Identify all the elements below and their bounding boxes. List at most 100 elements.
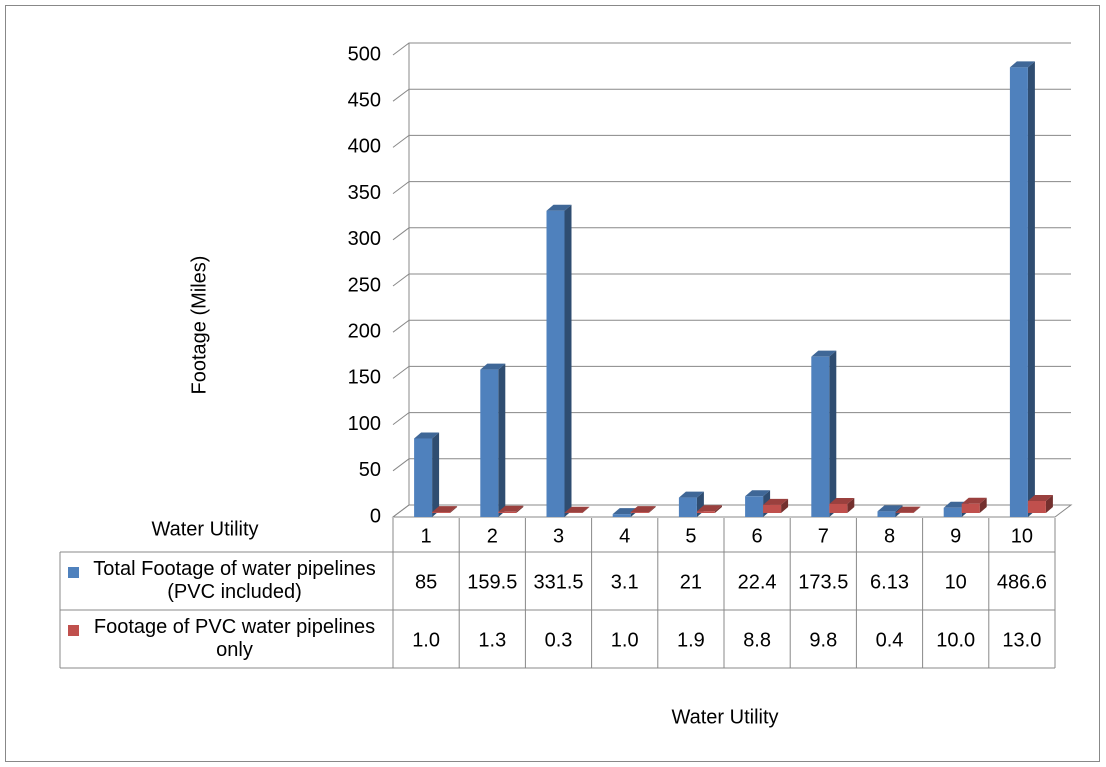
bar-side (781, 498, 789, 513)
y-tick-label: 200 (348, 320, 381, 342)
grid-line (392, 458, 1071, 472)
table-value: 21 (680, 571, 702, 593)
y-tick-label: 400 (348, 136, 381, 158)
bar-front (498, 511, 517, 513)
bar (1009, 61, 1035, 518)
bar-side (1045, 494, 1053, 513)
table-value: 10 (945, 571, 967, 593)
table-value: 1.9 (677, 629, 705, 651)
bar-top (829, 497, 855, 504)
bar (678, 491, 704, 517)
bar-front (546, 210, 565, 517)
bar-top (678, 491, 704, 498)
y-tick-label: 300 (348, 228, 381, 250)
grid-line (392, 273, 1071, 287)
bar-top (961, 497, 987, 504)
y-tick-label: 350 (348, 182, 381, 204)
y-tick-label: 450 (348, 89, 381, 111)
bar-front (877, 511, 896, 517)
bar-side (582, 506, 590, 513)
bar-side (450, 506, 458, 513)
grid-line (392, 319, 1071, 333)
x-tick-label: 10 (1011, 525, 1033, 547)
bar-front (612, 514, 631, 517)
bar-side (432, 432, 440, 517)
table-value: 8.8 (743, 629, 771, 651)
x-tick-label: 9 (950, 525, 961, 547)
grid-line (392, 42, 1071, 56)
grid-line (392, 88, 1071, 102)
x-tick-label: 8 (884, 525, 895, 547)
table-value: 0.4 (876, 629, 904, 651)
bar (1027, 494, 1053, 513)
bar-front (414, 438, 433, 517)
x-tick-label: 5 (685, 525, 696, 547)
table-value: 0.3 (545, 629, 573, 651)
table-value: 159.5 (467, 571, 517, 593)
y-tick-label: 100 (348, 413, 381, 435)
bar-front (696, 511, 715, 513)
bar-top (498, 505, 524, 512)
table-value: 22.4 (738, 571, 777, 593)
x-tick-label: 1 (421, 525, 432, 547)
bar (811, 350, 837, 517)
bar-top (546, 204, 572, 211)
bar-front (829, 503, 848, 513)
bar (630, 506, 656, 513)
table-value: 85 (415, 571, 437, 593)
bar (432, 506, 458, 513)
bar-front (630, 512, 649, 513)
bar-front (678, 497, 697, 517)
y-tick-label: 50 (359, 459, 381, 481)
bar-side (516, 505, 524, 513)
bar-top (745, 490, 771, 497)
bar (763, 498, 789, 513)
bar (829, 497, 855, 513)
bar-top (895, 506, 921, 513)
bar (895, 506, 921, 513)
bar (414, 432, 440, 517)
bar (564, 506, 590, 513)
bar-side (829, 350, 837, 517)
bar-side (648, 506, 656, 513)
bar-front (811, 356, 830, 517)
table-value: 486.6 (997, 571, 1047, 593)
bar-top (480, 363, 506, 370)
table-value: 1.3 (478, 629, 506, 651)
legend-swatch (68, 567, 79, 578)
table-value: 1.0 (412, 629, 440, 651)
bar-front (961, 503, 980, 513)
table-value: 1.0 (611, 629, 639, 651)
x-tick-label: 7 (818, 525, 829, 547)
bar (961, 497, 987, 513)
table-value: 10.0 (936, 629, 975, 651)
table-value: 331.5 (533, 571, 583, 593)
legend-label: Footage of PVC water pipelines only (93, 616, 376, 661)
bar-side (847, 497, 855, 513)
legend-label: Total Footage of water pipelines (PVC in… (93, 558, 376, 603)
bar-top (432, 506, 458, 513)
y-tick-label: 500 (348, 43, 381, 65)
bar (696, 505, 722, 513)
bar-top (1027, 494, 1053, 501)
x-tick-label: 6 (752, 525, 763, 547)
y-tick-label: 150 (348, 367, 381, 389)
bar-top (1009, 61, 1035, 68)
bar-side (1027, 61, 1035, 518)
bar-top (414, 432, 440, 439)
x-tick-label: 3 (553, 525, 564, 547)
bar-front (763, 504, 782, 513)
bar-top (877, 505, 903, 512)
bar-top (564, 506, 590, 513)
table-x-label: Water Utility (151, 518, 258, 540)
x-tick-label: 2 (487, 525, 498, 547)
table-value: 9.8 (809, 629, 837, 651)
bar-side (714, 505, 722, 513)
grid-line (392, 412, 1071, 426)
bar-front (943, 507, 962, 517)
grid-line (392, 181, 1071, 195)
y-axis-label: Footage (Miles) (188, 256, 210, 395)
legend-swatch (68, 625, 79, 636)
